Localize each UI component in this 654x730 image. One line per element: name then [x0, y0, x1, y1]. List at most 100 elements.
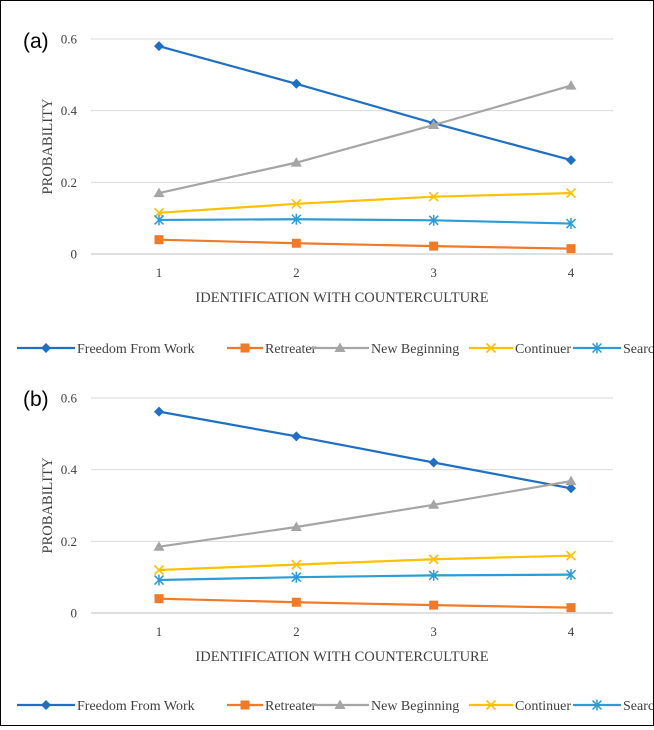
x-axis-title: IDENTIFICATION WITH COUNTERCULTURE — [195, 649, 488, 665]
data-point-retreater-shape — [154, 235, 164, 245]
legend-marker-freedom-from-work-shape — [41, 700, 51, 710]
data-point-freedom-from-work-shape — [291, 431, 302, 442]
legend-marker-retreater-shape — [240, 343, 250, 353]
data-point-retreater — [154, 594, 164, 604]
y-tick-label: 0.4 — [61, 462, 78, 477]
data-point-freedom-from-work — [154, 406, 164, 417]
legend-marker-continuer — [485, 699, 497, 711]
series-line-continuer — [158, 191, 572, 214]
data-point-searcher-shape — [153, 574, 165, 586]
data-point-freedom-from-work — [291, 78, 302, 89]
legend-marker-new-beginning — [334, 699, 346, 709]
y-tick-label: 0.2 — [61, 175, 77, 190]
data-point-new-beginning — [565, 475, 577, 486]
x-tick-label: 4 — [568, 624, 575, 639]
legend-marker-new-beginning-shape — [334, 342, 346, 352]
data-point-continuer-shape — [565, 550, 577, 561]
data-point-searcher-shape — [565, 569, 577, 581]
data-point-continuer-shape — [428, 554, 439, 565]
legend-marker-continuer-shape — [485, 342, 497, 354]
legend-marker-searcher-shape — [591, 342, 603, 354]
chart-panel-2: (b) 0 0.2 0.4 0.6 1 2 3 4 IDENTIFICATION WITH COU… — [17, 388, 654, 714]
data-point-continuer — [153, 564, 165, 576]
data-point-new-beginning-shape — [290, 521, 302, 531]
legend: Freedom From Work Retreater New Beginning C… — [17, 699, 654, 714]
series-line-retreater — [158, 238, 572, 250]
data-point-continuer — [428, 191, 439, 202]
data-point-freedom-from-work — [291, 431, 302, 442]
data-point-continuer — [565, 550, 577, 561]
data-point-new-beginning — [428, 119, 440, 129]
data-point-continuer — [428, 554, 439, 565]
data-point-searcher — [291, 213, 302, 225]
data-point-retreater — [291, 238, 301, 248]
x-tick-label: 1 — [156, 624, 163, 639]
data-point-new-beginning — [290, 521, 302, 531]
legend-marker-searcher — [591, 342, 603, 354]
data-point-continuer-shape — [428, 191, 439, 202]
legend-label-searcher: Searcher — [623, 699, 653, 714]
y-tick-label: 0 — [71, 247, 78, 262]
data-point-searcher — [428, 569, 439, 581]
series-line-continuer — [158, 554, 572, 572]
data-point-new-beginning-shape — [153, 187, 165, 198]
data-point-freedom-from-work-shape — [154, 41, 164, 52]
y-axis-title: PROBABILITY — [40, 457, 56, 553]
data-point-new-beginning-shape — [428, 119, 440, 129]
data-point-new-beginning-shape — [565, 475, 577, 486]
data-point-searcher — [565, 569, 577, 581]
y-tick-label: 0 — [71, 606, 78, 621]
series-line-searcher — [158, 218, 572, 225]
data-point-continuer-shape — [153, 564, 165, 576]
legend-marker-searcher — [591, 699, 603, 711]
legend-label-freedom-from-work: Freedom From Work — [77, 699, 195, 714]
legend-marker-continuer-shape — [485, 699, 497, 711]
legend-label-new-beginning: New Beginning — [371, 342, 459, 357]
data-point-retreater-shape — [291, 238, 301, 248]
panel-label: (b) — [23, 388, 49, 411]
legend-marker-searcher-shape — [591, 699, 603, 711]
data-point-continuer — [153, 207, 165, 218]
data-point-retreater-shape — [566, 244, 576, 254]
series-line-searcher — [158, 573, 572, 582]
data-point-retreater — [291, 597, 301, 607]
legend-label-continuer: Continuer — [515, 699, 571, 714]
data-point-retreater-shape — [429, 600, 439, 610]
data-point-retreater — [154, 235, 164, 245]
data-point-freedom-from-work — [154, 41, 164, 52]
data-point-searcher — [291, 571, 302, 583]
data-point-retreater-shape — [566, 603, 576, 613]
x-tick-label: 4 — [568, 265, 575, 280]
legend-marker-retreater — [240, 700, 250, 710]
data-point-retreater — [429, 241, 439, 251]
data-point-continuer-shape — [565, 188, 577, 199]
x-tick-label: 3 — [430, 265, 437, 280]
data-point-searcher-shape — [428, 569, 439, 581]
data-point-searcher — [153, 214, 165, 226]
data-point-retreater — [566, 244, 576, 254]
data-point-searcher-shape — [291, 571, 302, 583]
data-point-freedom-from-work-shape — [291, 78, 302, 89]
data-point-searcher — [153, 574, 165, 586]
series-line-new-beginning — [158, 480, 572, 548]
data-point-new-beginning — [428, 499, 440, 509]
data-point-freedom-from-work — [566, 155, 576, 166]
x-tick-label: 1 — [156, 265, 163, 280]
chart-panel-1: (a) 0 0.2 0.4 0.6 1 2 3 4 IDENTIFICATION WITH COU… — [17, 30, 654, 357]
data-point-new-beginning-shape — [428, 499, 440, 509]
y-tick-label: 0.6 — [61, 32, 78, 47]
x-tick-label: 2 — [293, 624, 300, 639]
data-point-new-beginning — [290, 157, 302, 167]
data-point-searcher-shape — [428, 214, 439, 226]
data-point-retreater-shape — [154, 594, 164, 604]
data-point-searcher-shape — [291, 213, 302, 225]
y-tick-label: 0.2 — [61, 534, 77, 549]
legend-label-new-beginning: New Beginning — [371, 699, 459, 714]
series-line-freedom-from-work — [158, 45, 572, 162]
legend-label-freedom-from-work: Freedom From Work — [77, 342, 195, 357]
data-point-freedom-from-work — [428, 457, 439, 468]
data-point-freedom-from-work-shape — [428, 457, 439, 468]
data-point-new-beginning — [565, 80, 577, 90]
